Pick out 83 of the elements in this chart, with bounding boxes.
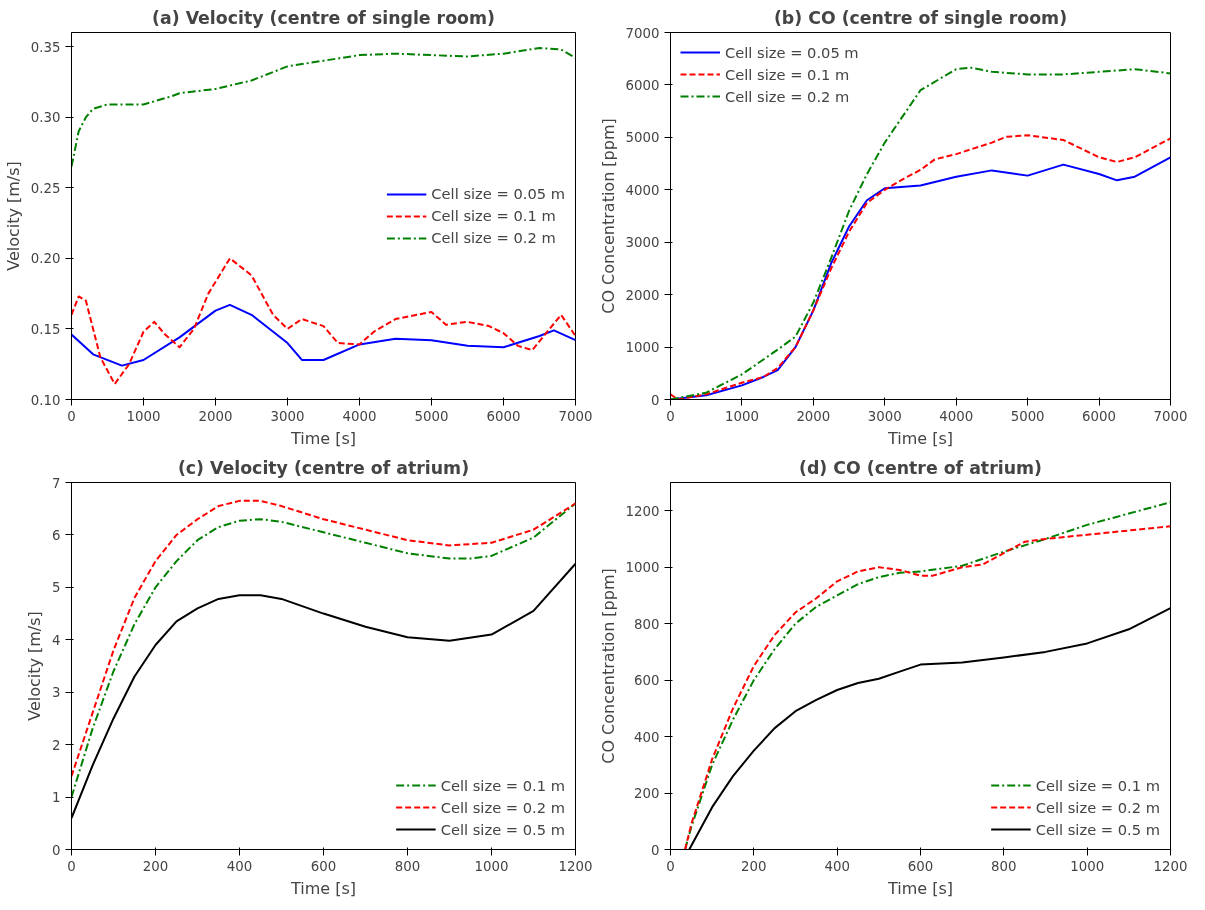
legend-label: Cell size = 0.1 m (1035, 776, 1160, 794)
y-tick-label: 1000 (625, 340, 660, 356)
x-tick-label: 3000 (867, 408, 902, 424)
y-tick-label: 5 (52, 580, 61, 596)
legend-label: Cell size = 0.5 m (440, 820, 565, 838)
y-tick-label: 1000 (625, 560, 660, 576)
x-tick-label: 2000 (198, 408, 233, 424)
x-axis-title: Time [s] (886, 428, 954, 448)
chart-title: (d) CO (centre of atrium) (799, 457, 1042, 478)
chart-title: (c) Velocity (centre of atrium) (177, 457, 470, 478)
y-tick-label: 6000 (625, 77, 660, 93)
x-tick-label: 0 (67, 858, 76, 874)
x-tick-label: 400 (824, 858, 850, 874)
x-tick-label: 1200 (1153, 858, 1188, 874)
y-axis-title: Velocity [m/s] (25, 611, 45, 721)
x-axis-title: Time [s] (886, 878, 954, 898)
x-tick-label: 5000 (1010, 408, 1045, 424)
legend-label: Cell size = 0.1 m (725, 65, 850, 83)
x-tick-label: 600 (310, 858, 337, 874)
y-tick-label: 0.30 (30, 110, 61, 126)
y-tick-label: 600 (634, 673, 660, 689)
y-tick-label: 0 (52, 842, 61, 858)
x-tick-label: 6000 (486, 408, 521, 424)
x-tick-label: 1000 (1070, 858, 1105, 874)
y-tick-label: 200 (634, 786, 660, 802)
y-tick-label: 0.10 (30, 392, 61, 408)
x-tick-label: 7000 (1153, 408, 1188, 424)
x-tick-label: 1200 (558, 858, 593, 874)
x-axis-title: Time [s] (289, 878, 357, 898)
x-tick-label: 1000 (474, 858, 509, 874)
y-tick-label: 2000 (625, 287, 660, 303)
x-tick-label: 800 (394, 858, 421, 874)
y-tick-label: 1 (52, 790, 61, 806)
x-tick-label: 200 (142, 858, 169, 874)
x-tick-label: 5000 (414, 408, 449, 424)
chart-title: (a) Velocity (centre of single room) (152, 7, 495, 28)
y-tick-label: 6 (52, 527, 61, 543)
y-tick-label: 0.25 (30, 180, 61, 196)
legend-label: Cell size = 0.1 m (431, 207, 556, 224)
x-tick-label: 2000 (796, 408, 831, 424)
x-tick-label: 1000 (724, 408, 759, 424)
x-tick-label: 4000 (342, 408, 377, 424)
y-tick-label: 0 (651, 392, 660, 408)
legend-label: Cell size = 0.5 m (1035, 820, 1160, 838)
y-tick-label: 5000 (625, 130, 660, 146)
y-tick-label: 0.20 (30, 251, 61, 267)
x-tick-label: 1000 (126, 408, 161, 424)
y-tick-label: 2 (52, 737, 61, 753)
y-tick-label: 0 (651, 842, 660, 858)
x-tick-label: 6000 (1082, 408, 1117, 424)
x-tick-label: 7000 (558, 408, 593, 424)
x-tick-label: 200 (741, 858, 767, 874)
y-tick-label: 4000 (625, 182, 660, 198)
y-tick-label: 7 (52, 475, 61, 491)
legend-label: Cell size = 0.2 m (440, 798, 565, 816)
y-axis-title: CO Concentration [ppm] (598, 568, 618, 764)
x-tick-label: 4000 (939, 408, 974, 424)
legend-label: Cell size = 0.05 m (431, 185, 565, 202)
y-tick-label: 0.35 (30, 39, 61, 55)
legend-label: Cell size = 0.2 m (725, 87, 850, 105)
y-tick-label: 1200 (625, 503, 660, 519)
legend-label: Cell size = 0.05 m (725, 43, 859, 61)
x-tick-label: 3000 (270, 408, 305, 424)
y-tick-label: 7000 (625, 25, 660, 41)
y-tick-label: 800 (634, 616, 660, 632)
x-tick-label: 800 (991, 858, 1017, 874)
y-axis-title: Velocity [m/s] (3, 161, 23, 271)
x-tick-label: 0 (666, 408, 675, 424)
y-tick-label: 400 (634, 729, 660, 745)
chart-title: (b) CO (centre of single room) (773, 7, 1068, 28)
y-tick-label: 3 (52, 685, 61, 701)
legend-label: Cell size = 0.2 m (1035, 798, 1160, 816)
y-axis-title: CO Concentration [ppm] (598, 118, 618, 314)
legend-label: Cell size = 0.2 m (431, 229, 556, 246)
x-tick-label: 0 (67, 408, 76, 424)
x-axis-title: Time [s] (289, 428, 357, 448)
legend-label: Cell size = 0.1 m (440, 776, 565, 794)
x-tick-label: 600 (907, 858, 934, 874)
x-tick-label: 0 (666, 858, 675, 874)
y-tick-label: 4 (52, 632, 61, 648)
y-tick-label: 3000 (625, 235, 660, 251)
x-tick-label: 400 (226, 858, 253, 874)
y-tick-label: 0.15 (30, 321, 61, 337)
